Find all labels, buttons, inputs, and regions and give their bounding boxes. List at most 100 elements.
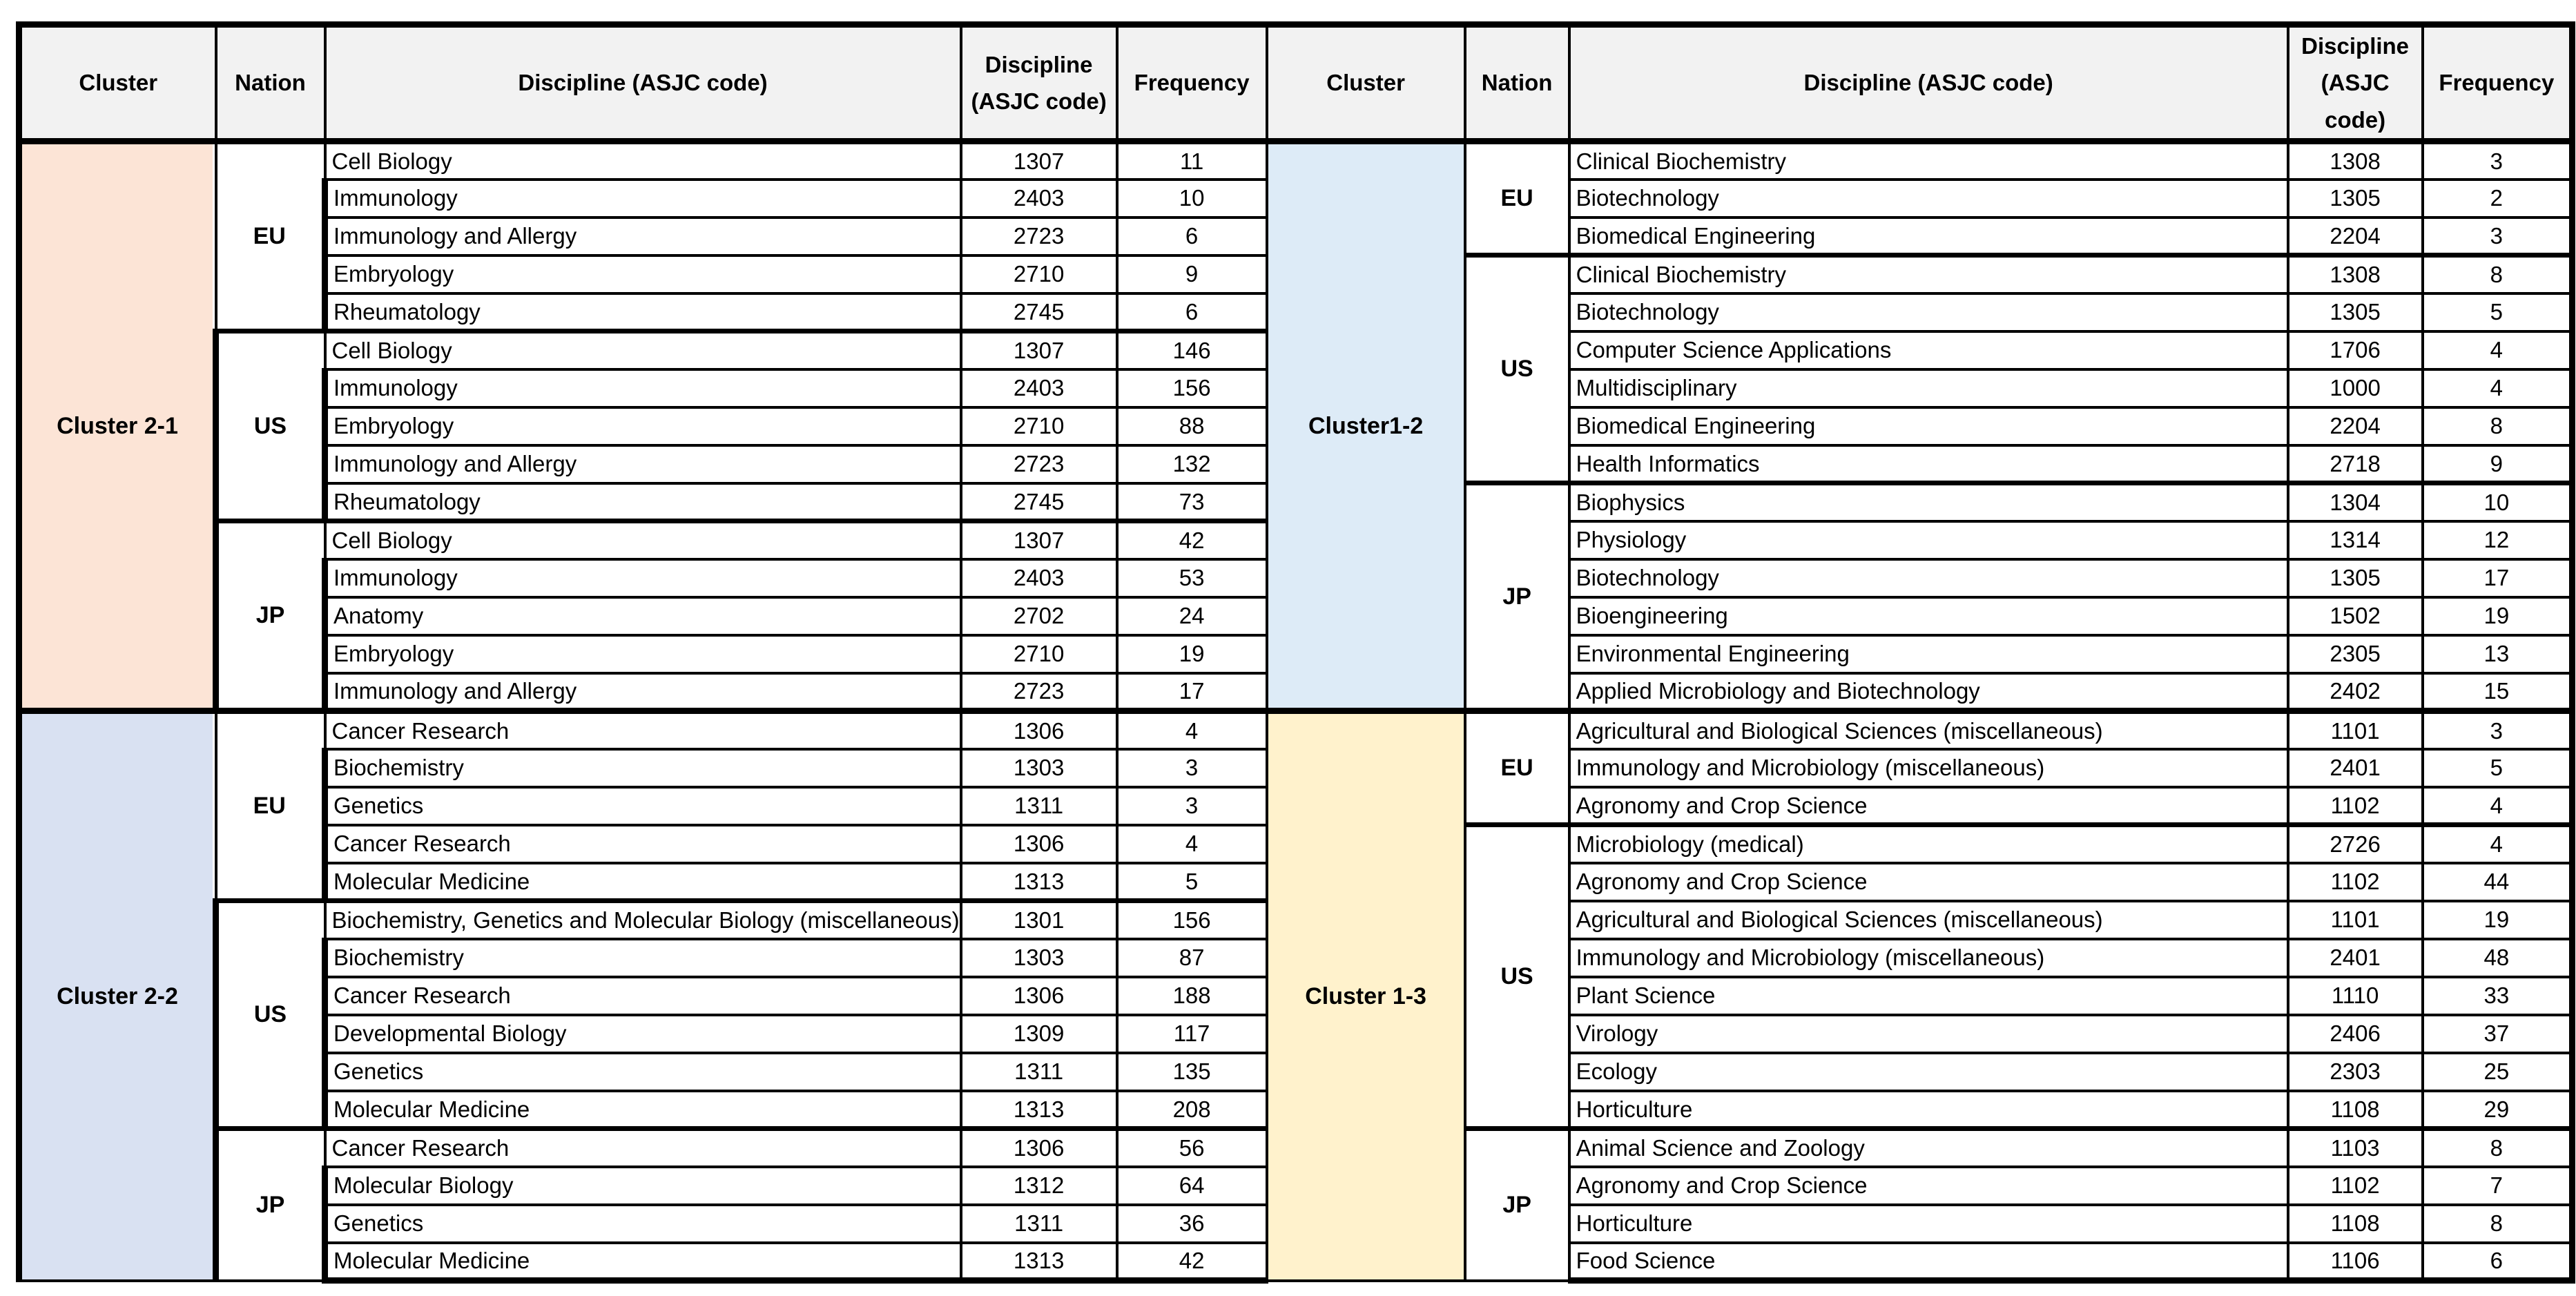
discipline-cell: Immunology <box>321 557 962 599</box>
discipline-cell: Cancer Research <box>323 1126 962 1168</box>
asjc-code-cell: 1313 <box>959 1089 1118 1130</box>
discipline-cell: Physiology <box>1567 519 2289 561</box>
table-row: Molecular Biology 1312 64 Agronomy and Crop… <box>19 1165 2576 1206</box>
discipline-cell: Cancer Research <box>323 708 962 751</box>
discipline-cell: Ecology <box>1567 1051 2289 1092</box>
frequency-cell: 4 <box>1115 823 1268 864</box>
frequency-cell: 7 <box>2421 1165 2576 1206</box>
frequency-cell: 10 <box>1115 177 1268 219</box>
frequency-cell: 17 <box>2421 557 2576 599</box>
frequency-cell: 33 <box>2421 975 2576 1016</box>
nation-label-cell: US <box>1463 822 1571 1130</box>
discipline-cell: Biomedical Engineering <box>1567 405 2289 447</box>
frequency-cell: 6 <box>1115 215 1268 257</box>
discipline-cell: Molecular Medicine <box>321 1089 962 1130</box>
discipline-cell: Animal Science and Zoology <box>1567 1126 2289 1168</box>
table-row: Immunology and Allergy 2723 6 Biomedical En… <box>19 215 2576 257</box>
asjc-code-cell: 2710 <box>959 405 1118 447</box>
asjc-code-cell: 1103 <box>2286 1126 2424 1168</box>
asjc-code-cell: 2702 <box>959 595 1118 637</box>
asjc-code-cell: 1108 <box>2286 1089 2424 1130</box>
frequency-cell: 5 <box>2421 291 2576 333</box>
asjc-code-cell: 1102 <box>2286 1165 2424 1206</box>
table-row: Immunology and Allergy 2723 17 Applied Micr… <box>19 671 2576 713</box>
frequency-cell: 15 <box>2421 671 2576 713</box>
frequency-cell: 64 <box>1115 1165 1268 1206</box>
discipline-cell: Immunology and Allergy <box>321 215 962 257</box>
asjc-code-cell: 1102 <box>2286 861 2424 902</box>
asjc-code-cell: 2745 <box>959 481 1118 523</box>
table-row: Immunology 2403 53 Biotechnology 1305 17 <box>19 557 2576 599</box>
discipline-cell: Environmental Engineering <box>1567 633 2289 675</box>
cluster-discipline-table: Cluster Nation Discipline (ASJC code) Di… <box>16 21 2576 1284</box>
table-row: Genetics 1311 3 Agronomy and Crop Science 11… <box>19 785 2576 826</box>
frequency-cell: 6 <box>1115 291 1268 333</box>
frequency-cell: 156 <box>1115 898 1268 940</box>
discipline-cell: Molecular Medicine <box>321 1241 962 1284</box>
asjc-code-cell: 1307 <box>959 519 1118 561</box>
frequency-cell: 56 <box>1115 1126 1268 1168</box>
nation-label-cell: US <box>213 329 327 523</box>
discipline-cell: Immunology and Allergy <box>321 443 962 485</box>
discipline-cell: Embryology <box>321 253 962 295</box>
frequency-cell: 13 <box>2421 633 2576 675</box>
frequency-cell: 8 <box>2421 405 2576 447</box>
discipline-cell: Genetics <box>321 785 962 826</box>
discipline-cell: Virology <box>1567 1013 2289 1054</box>
discipline-cell: Horticulture <box>1567 1089 2289 1130</box>
frequency-cell: 19 <box>2421 595 2576 637</box>
asjc-code-cell: 1306 <box>959 708 1118 751</box>
asjc-code-cell: 2305 <box>2286 633 2424 675</box>
discipline-cell: Cell Biology <box>323 329 962 371</box>
table-row: Rheumatology 2745 6 Biotechnology 1305 5 <box>19 291 2576 333</box>
discipline-cell: Agricultural and Biological Sciences (mi… <box>1567 899 2289 940</box>
frequency-cell: 4 <box>2421 329 2576 371</box>
asjc-code-cell: 2402 <box>2286 671 2424 713</box>
frequency-cell: 25 <box>2421 1051 2576 1092</box>
frequency-cell: 36 <box>1115 1203 1268 1244</box>
frequency-cell: 132 <box>1115 443 1268 485</box>
frequency-cell: 53 <box>1115 557 1268 599</box>
discipline-cell: Biomedical Engineering <box>1567 215 2289 257</box>
frequency-cell: 44 <box>2421 861 2576 902</box>
discipline-cell: Horticulture <box>1567 1203 2289 1244</box>
header-frequency-right: Frequency <box>2421 21 2576 145</box>
asjc-code-cell: 1305 <box>2286 177 2424 219</box>
frequency-cell: 48 <box>2421 937 2576 978</box>
discipline-cell: Biophysics <box>1567 481 2289 523</box>
discipline-cell: Embryology <box>321 405 962 447</box>
frequency-cell: 12 <box>2421 519 2576 561</box>
asjc-code-cell: 1303 <box>959 937 1118 978</box>
frequency-cell: 19 <box>1115 633 1268 675</box>
discipline-cell: Cancer Research <box>321 823 962 864</box>
table-row: Molecular Medicine 1313 5 Agronomy and Crop… <box>19 861 2576 902</box>
discipline-cell: Rheumatology <box>321 481 962 523</box>
frequency-cell: 5 <box>1115 861 1268 902</box>
discipline-cell: Genetics <box>321 1203 962 1244</box>
asjc-code-cell: 2403 <box>959 367 1118 409</box>
asjc-code-cell: 1305 <box>2286 557 2424 599</box>
asjc-code-cell: 1101 <box>2286 899 2424 940</box>
header-discipline-left: Discipline (ASJC code) <box>323 21 962 145</box>
asjc-code-cell: 2401 <box>2286 747 2424 789</box>
frequency-cell: 9 <box>1115 253 1268 295</box>
frequency-cell: 8 <box>2421 1126 2576 1168</box>
frequency-cell: 4 <box>2421 785 2576 826</box>
frequency-cell: 8 <box>2421 1203 2576 1244</box>
asjc-code-cell: 1308 <box>2286 253 2424 295</box>
nation-label-cell: US <box>1463 253 1571 485</box>
asjc-code-cell: 1000 <box>2286 367 2424 409</box>
table-row: Molecular Medicine 1313 208 Horticulture 110… <box>19 1089 2576 1130</box>
discipline-cell: Immunology and Allergy <box>321 671 962 713</box>
table-row: Cluster 2-1 EU Cell Biology 1307 11 Cluster1-… <box>16 139 2576 713</box>
discipline-cell: Clinical Biochemistry <box>1567 139 2289 181</box>
header-discipline-right: Discipline (ASJC code) <box>1567 21 2289 145</box>
frequency-cell: 19 <box>2421 899 2576 940</box>
frequency-cell: 24 <box>1115 595 1268 637</box>
nation-label-cell: JP <box>213 519 327 713</box>
frequency-cell: 4 <box>1115 708 1268 751</box>
table-row: JP Cancer Research 1306 56 JP Animal Science … <box>19 1126 2576 1282</box>
asjc-code-cell: 2726 <box>2286 822 2424 864</box>
table-row: Embryology 2710 88 Biomedical Engineering 22… <box>19 405 2576 447</box>
